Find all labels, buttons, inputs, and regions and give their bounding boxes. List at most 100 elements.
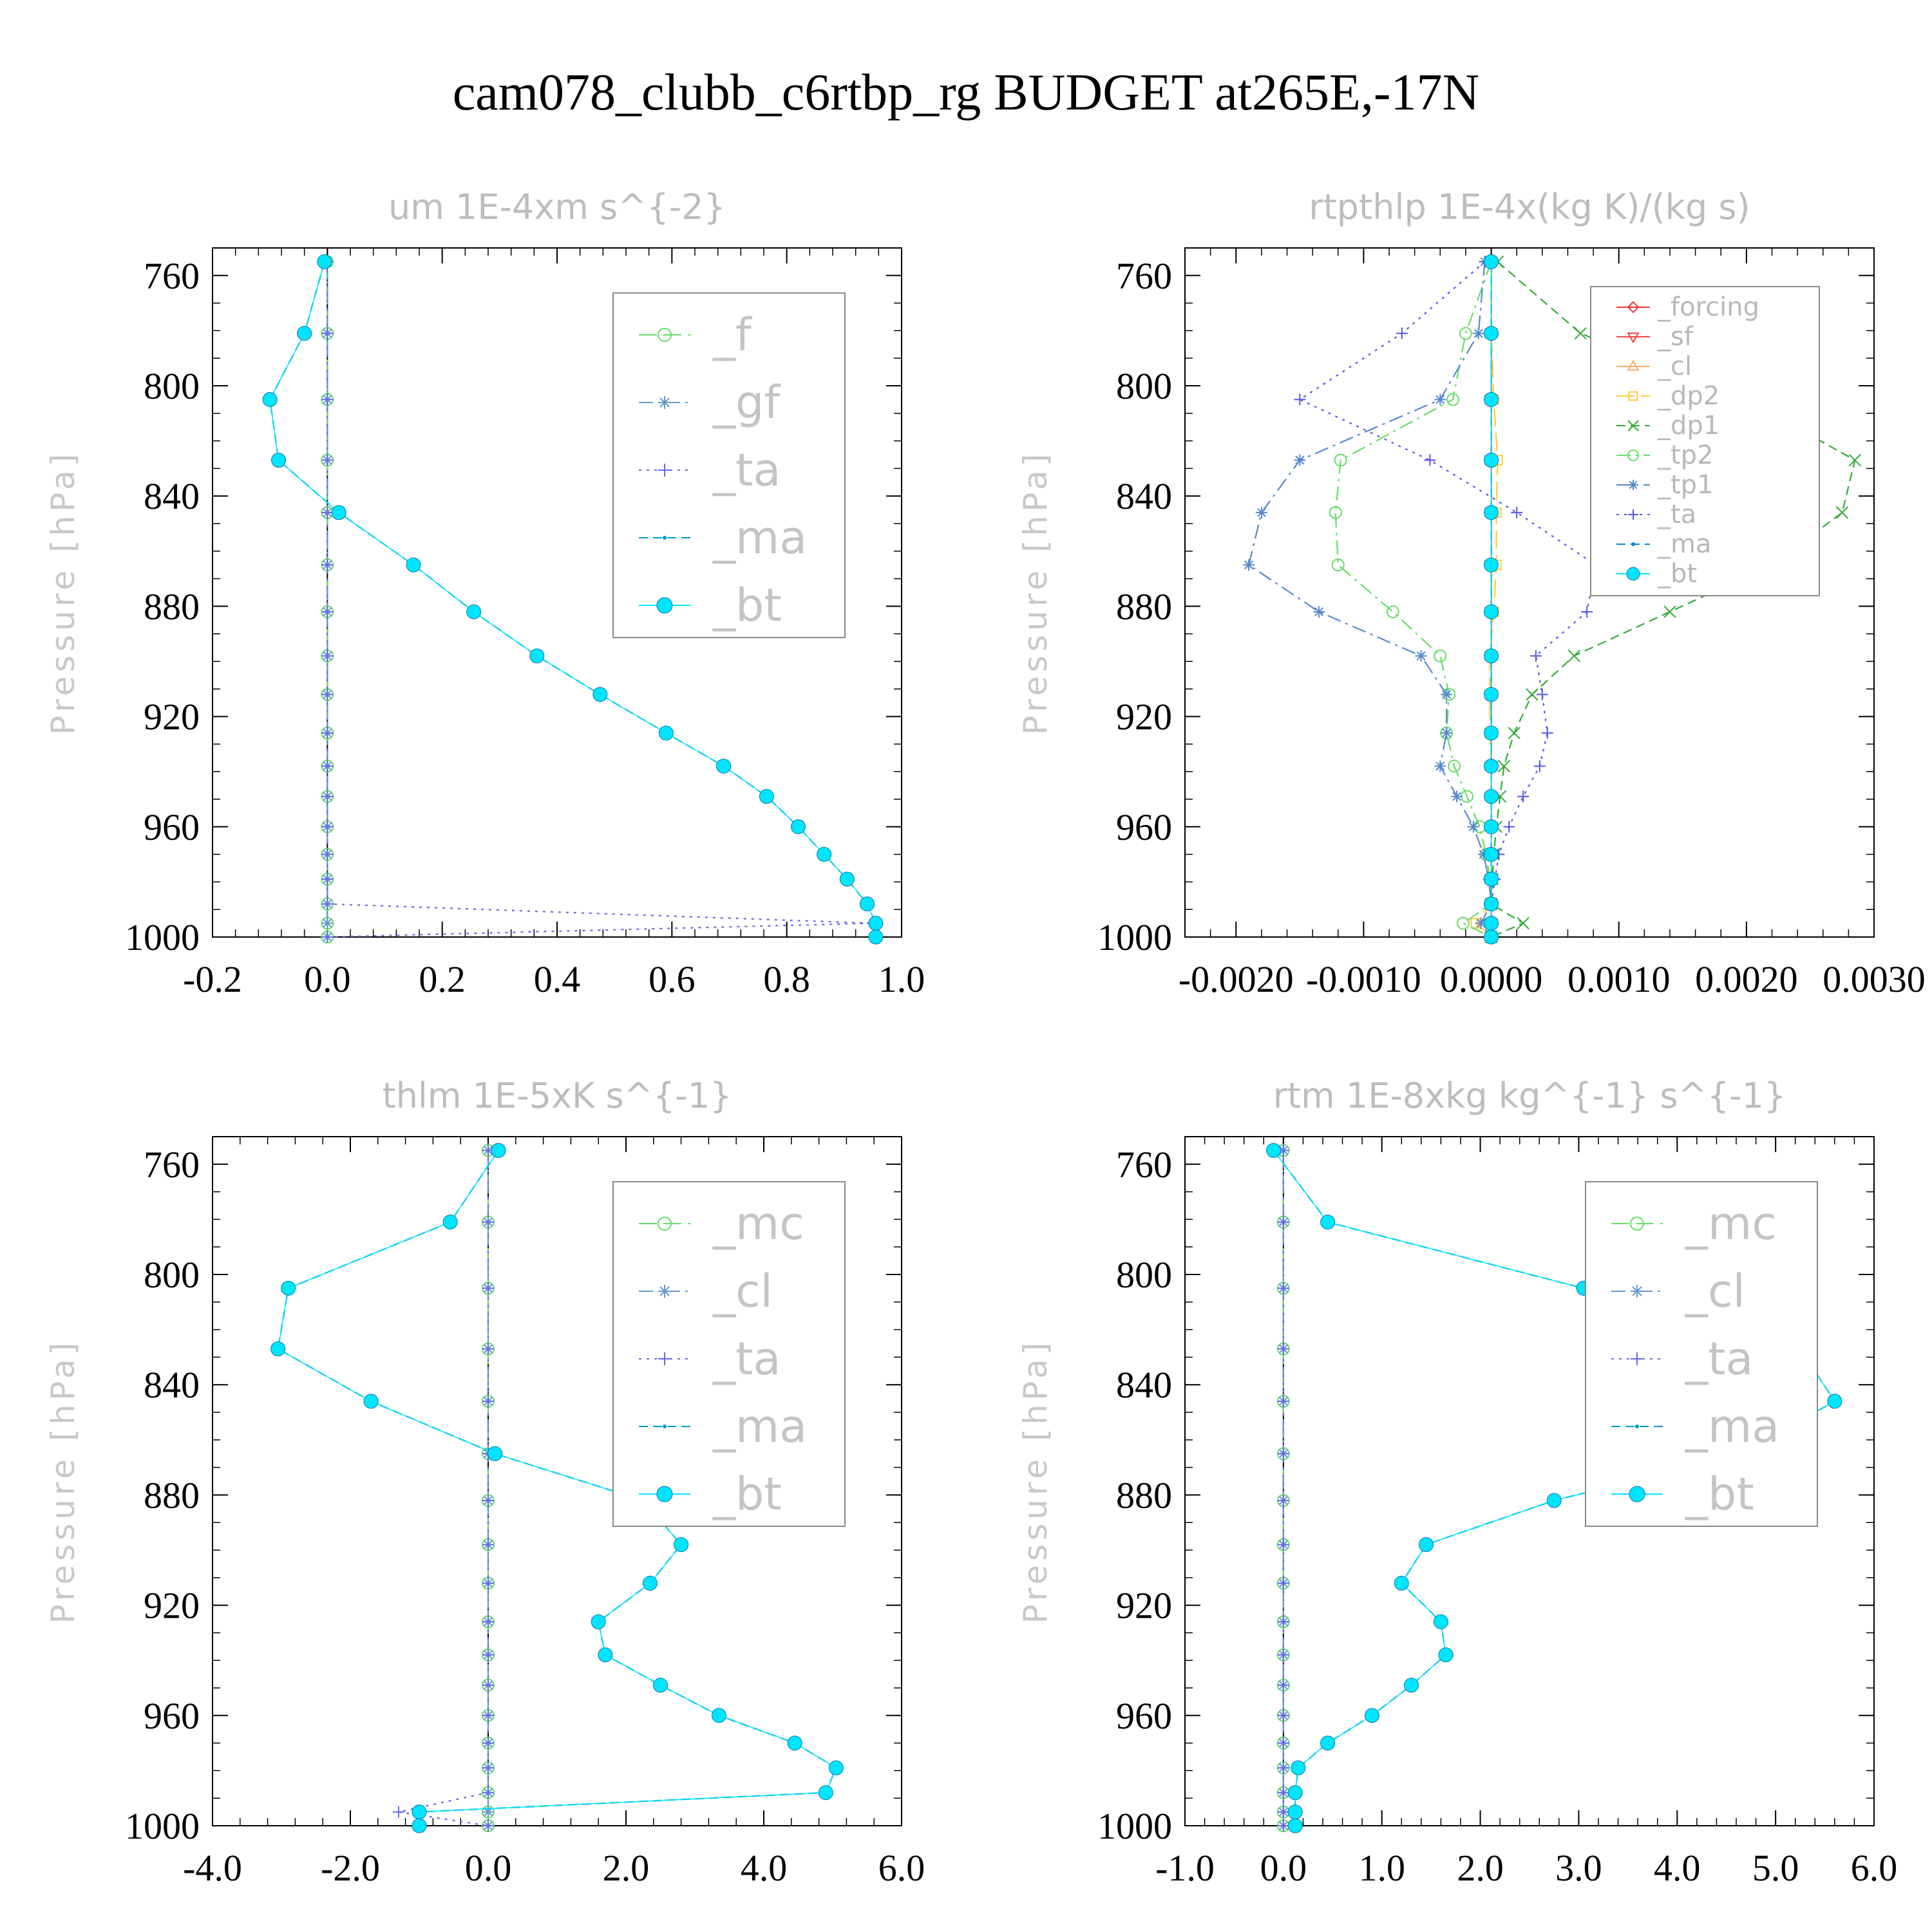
series-bt [1484,254,1499,945]
data-point [1503,820,1515,833]
chart-panel-3: thlm 1E-5xK s^{-1} Pressure [hPa] -4.0 -2.0… [44,1075,925,1889]
data-point [1277,1616,1289,1628]
data-point [1663,605,1676,618]
legend-marker [663,536,667,540]
data-point [1394,1575,1409,1591]
legend-label: _ta [712,1332,781,1385]
data-point [482,1539,494,1551]
y-axis-label: Pressure [hPa] [44,1339,82,1624]
data-point [1530,650,1542,662]
x-tick-label: 0.6 [649,958,696,1000]
series-ta [321,256,879,943]
y-tick-label: 920 [1116,1585,1172,1627]
legend-marker [1635,1425,1639,1428]
data-point [598,1647,613,1663]
legend-label: _ta [712,444,781,497]
x-tick-label: -0.0020 [1179,958,1294,1000]
x-tick-label: 0.4 [534,958,581,1000]
series-line [1334,261,1492,938]
data-point [1448,759,1461,773]
data-point [592,687,608,702]
figure-title: cam078_clubb_c6rtbp_rg BUDGET at265E,-17… [453,64,1480,121]
data-point [1484,326,1499,341]
data-point [1484,604,1499,620]
series-ta [1294,256,1602,943]
panel-title: rtpthlp 1E-4x(kg K)/(kg s) [1309,187,1750,227]
data-point [868,929,884,945]
data-point [1441,727,1453,739]
x-tick-label: 0.2 [419,958,466,1000]
data-point [642,1575,658,1591]
legend-label: _dp1 [1657,411,1719,440]
data-point [674,1537,689,1552]
data-point [1475,917,1487,929]
data-point [791,819,806,835]
data-point [1484,392,1499,407]
legend-marker [658,1217,672,1231]
data-point [1533,760,1546,772]
data-point [442,1215,458,1230]
data-point [321,393,334,406]
data-point [321,688,334,701]
data-point [1484,725,1499,741]
data-point [658,725,674,741]
data-point [1277,1649,1289,1661]
data-point [482,1616,494,1628]
legend-label: _mc [712,1197,804,1250]
x-tick-label: -0.2 [183,958,242,1000]
data-point [1438,1647,1454,1663]
legend-label: _ma [1657,529,1711,559]
data-point [1277,1216,1289,1228]
data-point [482,1577,494,1589]
data-point [321,327,334,339]
data-point [1243,559,1255,571]
legend-marker [656,597,673,614]
series-line [398,1150,489,1827]
data-point [1277,1494,1289,1506]
legend-marker [1627,360,1640,371]
y-tick-label: 760 [1116,1144,1172,1186]
legend-marker [1629,1486,1645,1502]
series-tp2 [1329,255,1498,943]
data-point [412,1804,427,1820]
legend-marker [1626,567,1640,581]
data-point [491,1142,506,1158]
data-point [482,1395,494,1407]
legend-label: _forcing [1657,292,1759,322]
data-point [1484,871,1499,887]
legend-label: _f [712,308,752,361]
legend-marker [1630,1217,1644,1231]
legend-box [612,292,846,638]
chart-panel-2: rtpthlp 1E-4x(kg K)/(kg s) Pressure [hPa]… [1017,187,1926,1000]
data-point [1277,1786,1289,1799]
data-point [321,873,334,886]
legend-label: _ma [712,1400,807,1453]
data-point [1517,790,1530,802]
data-point [1451,790,1463,802]
legend-box [1585,1181,1818,1527]
data-point [482,1216,494,1228]
plot-frame [1184,247,1875,938]
legend-marker [663,1425,667,1428]
x-tick-label: -0.0010 [1306,958,1421,1000]
y-tick-label: 960 [144,1695,200,1737]
data-point [321,848,334,860]
legend-label: _cl [1685,1265,1745,1318]
data-point [1574,327,1587,340]
y-tick-label: 960 [1116,806,1172,848]
data-point [281,1280,296,1296]
data-point [321,917,334,929]
legend-label: _cl [1657,352,1692,381]
legend-label: _bt [1685,1468,1754,1520]
series-line [1475,261,1499,938]
data-point [1434,393,1446,406]
data-point [321,931,334,943]
data-point [321,898,334,910]
data-point [860,896,875,912]
y-tick-label: 800 [144,365,200,407]
data-point [1517,916,1530,930]
data-point [1827,1394,1842,1409]
series-bt [270,1142,844,1833]
plot-frame [1184,1136,1875,1826]
